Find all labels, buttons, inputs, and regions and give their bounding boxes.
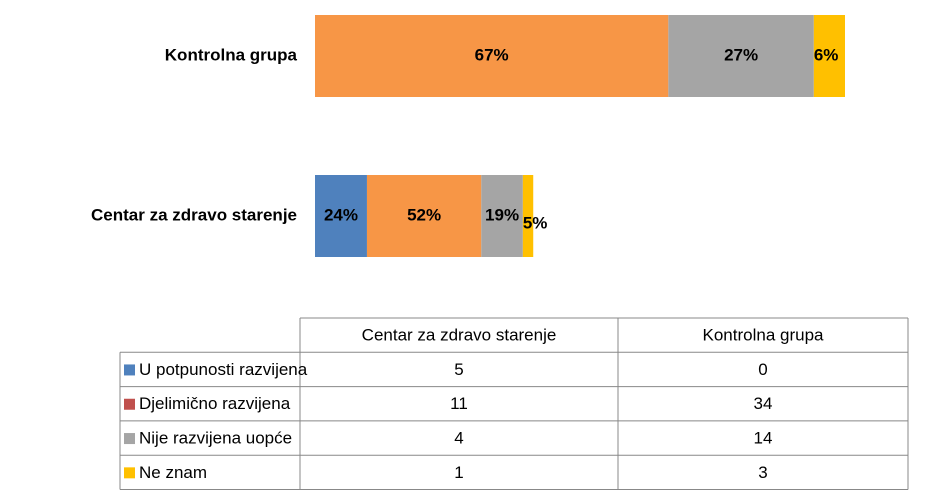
category-label: Centar za zdravo starenje (91, 205, 297, 224)
legend-key (124, 398, 135, 410)
legend-label: Nije razvijena uopće (139, 429, 292, 448)
bar-segment (366, 175, 482, 257)
table-value: 14 (754, 429, 773, 448)
legend-key (124, 433, 135, 445)
value-label: 24% (324, 205, 358, 224)
legend-key (124, 364, 135, 376)
bar-segment (315, 15, 669, 97)
table-value: 0 (758, 360, 767, 379)
legend-key (124, 467, 135, 479)
legend-label: Djelimično razvijena (139, 394, 291, 413)
value-label: 6% (814, 45, 839, 64)
table-value: 5 (454, 360, 463, 379)
bar-segment (481, 175, 523, 257)
table-header: Centar za zdravo starenje (362, 326, 557, 345)
table-value: 4 (454, 429, 463, 448)
table-header: Kontrolna grupa (703, 326, 825, 345)
bar-segment (668, 15, 814, 97)
table-value: 11 (450, 394, 468, 413)
bar-segment (522, 175, 534, 257)
bar-segment (315, 175, 367, 257)
table-value: 1 (454, 463, 463, 482)
value-label: 19% (485, 205, 519, 224)
table-value: 3 (758, 463, 767, 482)
category-label: Kontrolna grupa (165, 45, 298, 64)
bar-segment (813, 15, 845, 97)
legend-label: U potpunosti razvijena (139, 360, 308, 379)
table-value: 34 (754, 394, 773, 413)
value-label: 5% (523, 213, 548, 232)
value-label: 67% (475, 45, 509, 64)
value-label: 27% (724, 45, 758, 64)
value-label: 52% (407, 205, 441, 224)
legend-label: Ne znam (139, 463, 207, 482)
